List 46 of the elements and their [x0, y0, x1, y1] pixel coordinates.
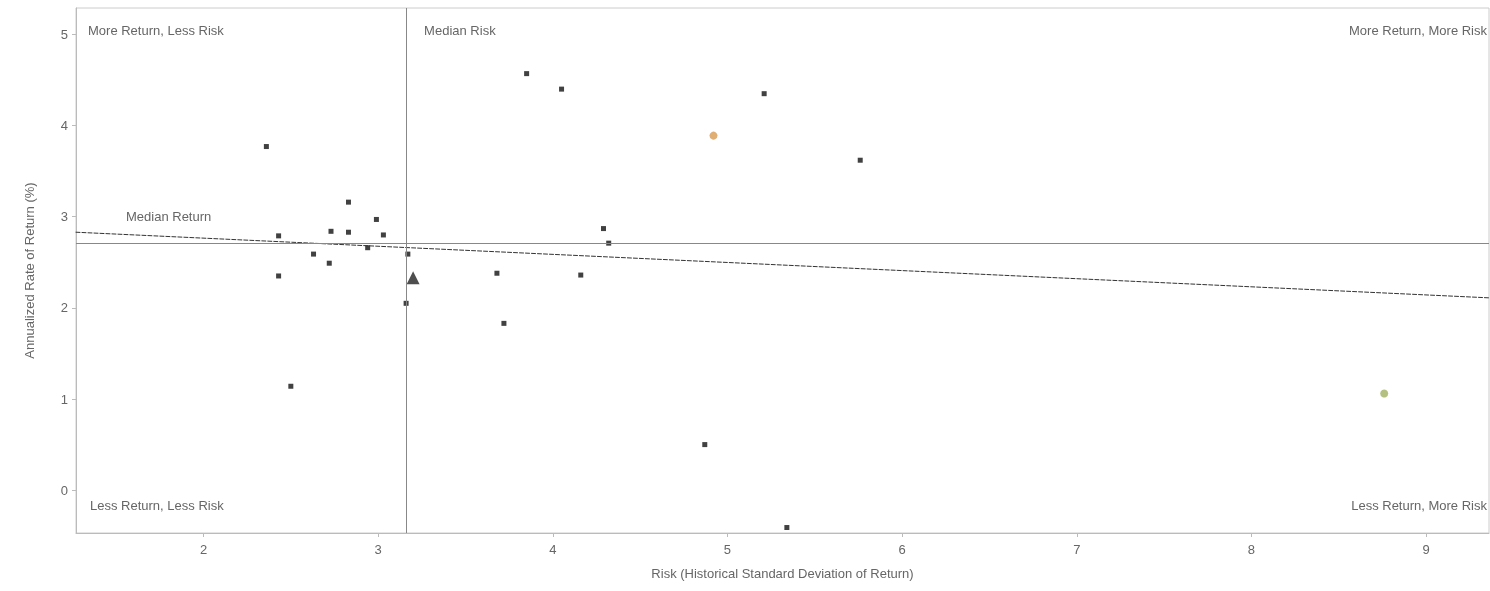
x-tick-label: 8	[1247, 542, 1256, 557]
y-tick-label: 0	[60, 482, 68, 498]
point	[600, 226, 606, 232]
x-tick-label: 7	[1073, 542, 1081, 557]
point	[311, 251, 317, 257]
y-tick-label: 4	[60, 118, 68, 134]
ref-line-label: Median Risk	[424, 23, 497, 38]
ref-line-label: Median Return	[126, 209, 212, 225]
point	[761, 91, 767, 97]
point	[345, 199, 351, 205]
point	[709, 131, 718, 140]
point	[276, 273, 282, 279]
annotation: More Return, Less Risk	[88, 23, 225, 38]
point	[1380, 389, 1389, 398]
point	[263, 144, 269, 150]
y-tick-label: 1	[60, 391, 68, 407]
x-tick-label: 5	[723, 542, 732, 557]
point	[784, 525, 790, 531]
point	[326, 260, 332, 266]
point	[494, 270, 500, 276]
x-tick-label: 9	[1422, 542, 1430, 557]
y-tick-label: 5	[60, 26, 68, 42]
annotation: More Return, More Risk	[1349, 23, 1488, 38]
y-tick-label: 2	[60, 300, 68, 316]
annotation: Less Return, Less Risk	[90, 498, 225, 513]
point	[345, 229, 351, 235]
x-tick-label: 6	[898, 542, 906, 557]
x-axis-title: Risk (Historical Standard Deviation of Return)	[651, 566, 914, 581]
point	[857, 157, 863, 163]
point	[373, 216, 379, 222]
point	[380, 232, 386, 238]
point	[276, 233, 282, 239]
y-axis-title: Annualized Rate of Return (%)	[22, 182, 37, 359]
annotation: Less Return, More Risk	[1351, 498, 1488, 513]
point	[406, 271, 420, 285]
point	[559, 86, 565, 92]
point	[524, 71, 530, 77]
point	[328, 228, 334, 234]
x-tick-label: 4	[549, 542, 557, 557]
point	[702, 442, 708, 448]
point	[501, 320, 507, 326]
point	[578, 272, 584, 278]
point	[288, 383, 294, 389]
y-tick-label: 3	[60, 209, 68, 225]
x-tick-label: 3	[374, 542, 382, 557]
x-tick-label: 2	[199, 542, 208, 557]
